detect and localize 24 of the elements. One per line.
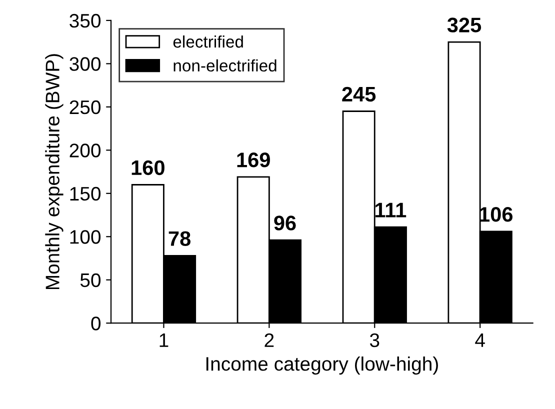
y-tick-label: 200 [70,144,101,158]
y-tick-label: 250 [70,100,101,114]
data-label: 245 [342,86,376,102]
data-label: 160 [132,160,164,176]
y-tick-label: 100 [70,230,101,244]
x-tick-label: 3 [370,333,380,348]
x-tick-label: 4 [475,334,485,347]
data-label: 325 [447,18,482,32]
y-tick-label: 300 [70,57,101,71]
legend-label: non-electrified [174,59,276,72]
y-tick-label: 150 [70,186,101,201]
data-label: 169 [237,152,270,168]
data-label: 96 [274,216,296,230]
y-tick-label: 350 [70,14,101,28]
data-label: 111 [376,202,406,218]
x-axis-title: Income category (low-high) [206,356,438,375]
y-tick-label: 0 [91,316,101,330]
x-tick-label: 2 [264,333,274,347]
x-tick-label: 1 [160,334,168,347]
y-tick-label: 50 [80,273,101,288]
data-label: 106 [480,207,513,222]
data-label: 78 [168,231,190,246]
y-axis-title: Monthly expenditure (BWP) [45,54,64,290]
legend-label: electrified [173,35,243,48]
